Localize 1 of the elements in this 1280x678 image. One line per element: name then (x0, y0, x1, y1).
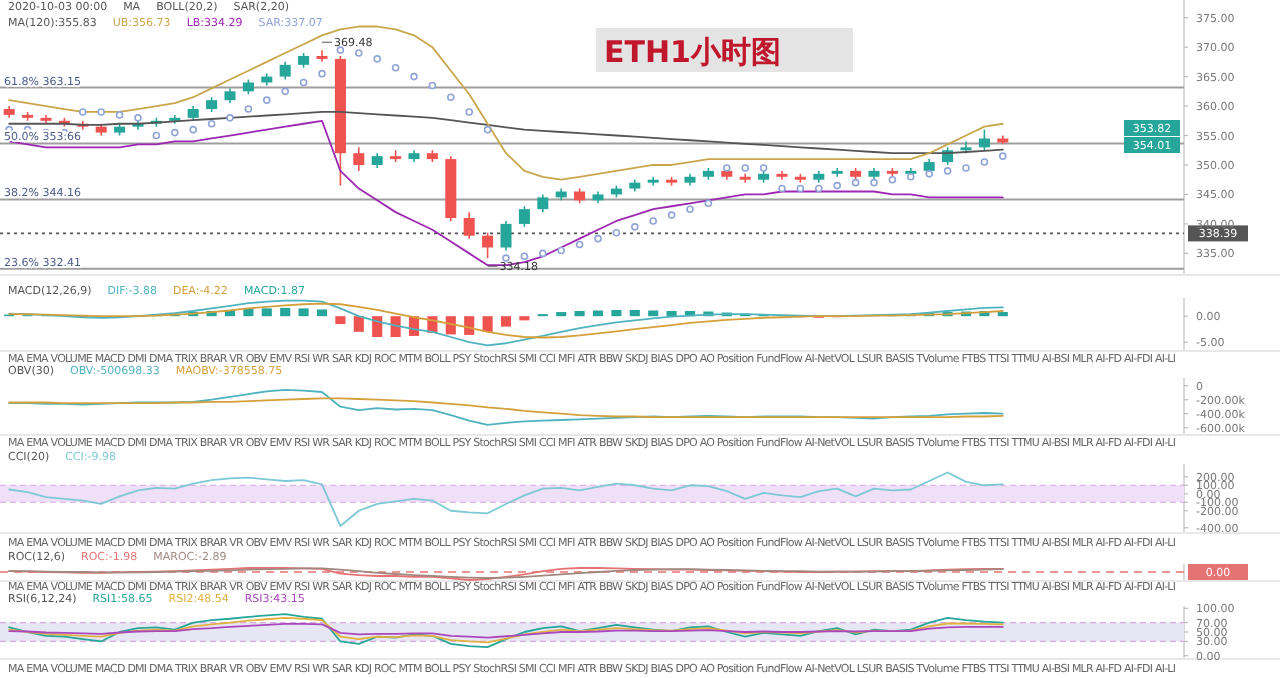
text: ETH1小时图 (604, 34, 781, 70)
